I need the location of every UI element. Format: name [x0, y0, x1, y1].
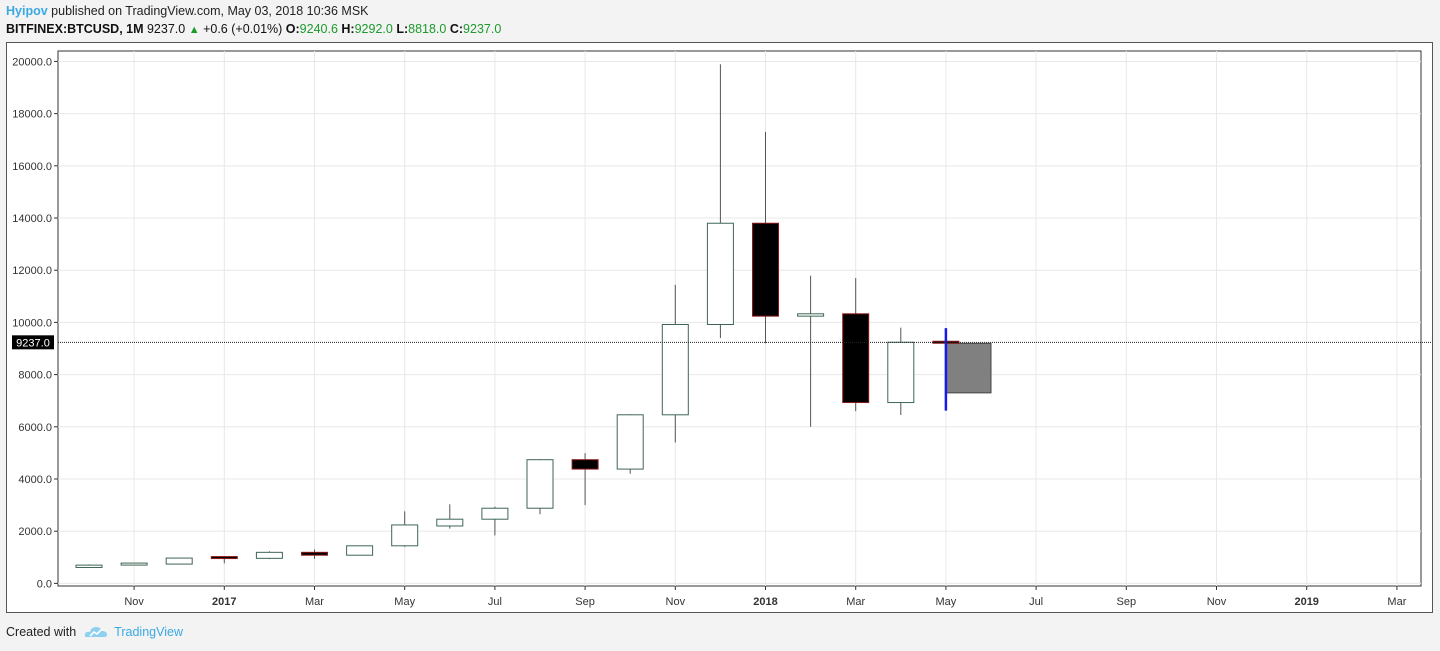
candle-body	[391, 524, 419, 547]
candle-body	[346, 545, 374, 556]
open-value: 9240.6	[299, 22, 338, 36]
projection-box	[945, 342, 992, 394]
candle-body	[301, 551, 328, 556]
candle-body	[526, 459, 554, 509]
last-price-label: 9237.0	[16, 337, 50, 349]
chart-panel[interactable]: 0.0 2000.0 4000.0 6000.0 8000.0 10000.0 12000.…	[6, 42, 1433, 613]
y-tick-label: 4000.0	[18, 474, 52, 486]
price-change: +0.6 (+0.01%)	[203, 22, 283, 36]
footer: Created with TradingView	[6, 625, 183, 639]
x-tick-label: Nov	[124, 596, 144, 608]
candle-body	[210, 556, 238, 560]
candle-body	[616, 414, 644, 470]
candle-body	[752, 222, 779, 317]
x-tick-label: 2017	[212, 596, 236, 608]
candle-body	[120, 562, 148, 566]
x-tick-label: Jul	[1029, 596, 1043, 608]
last-price-badge	[12, 335, 54, 350]
plot-area	[57, 50, 1422, 587]
x-tick-label: Mar	[1387, 596, 1406, 608]
candle-body	[436, 518, 464, 527]
tradingview-link[interactable]: TradingView	[114, 625, 183, 639]
low-value: 8818.0	[408, 22, 447, 36]
x-tick-label: 2019	[1294, 596, 1318, 608]
candlestick-chart[interactable]: 0.0 2000.0 4000.0 6000.0 8000.0 10000.0 12000.…	[7, 43, 1432, 612]
candle-body	[255, 551, 283, 559]
y-tick-label: 8000.0	[18, 370, 52, 382]
x-tick-label: Nov	[1207, 596, 1227, 608]
y-tick-label: 2000.0	[18, 526, 52, 538]
candle-body	[481, 507, 509, 520]
x-tick-label: 2018	[753, 596, 777, 608]
x-tick-label: Jul	[488, 596, 502, 608]
author-link[interactable]: Hyipov	[6, 4, 48, 18]
x-tick-label: Sep	[575, 596, 595, 608]
y-tick-label: 14000.0	[12, 213, 52, 225]
high-value: 9292.0	[354, 22, 393, 36]
published-text: published on TradingView.com, May 03, 20…	[51, 4, 369, 18]
candle-body	[661, 324, 689, 416]
candle-body	[571, 459, 599, 470]
high-label: H:	[341, 22, 355, 36]
y-tick-label: 12000.0	[12, 265, 52, 277]
up-triangle-icon: ▲	[188, 24, 200, 36]
created-with-text: Created with	[6, 625, 77, 639]
y-tick-label: 20000.0	[12, 56, 52, 68]
x-tick-label: May	[936, 596, 957, 608]
low-label: L:	[396, 22, 409, 36]
x-tick-label: Mar	[305, 596, 324, 608]
y-tick-label: 18000.0	[12, 109, 52, 121]
symbol-label: BITFINEX:BTCUSD, 1M	[6, 22, 144, 36]
candle-body	[706, 222, 734, 326]
y-tick-label: 10000.0	[12, 317, 52, 329]
candle-body	[842, 313, 870, 404]
candle-body	[797, 313, 825, 317]
tradingview-cloud-icon[interactable]	[84, 625, 108, 639]
last-price: 9237.0	[146, 22, 186, 36]
close-value: 9237.0	[463, 22, 502, 36]
candle-body	[75, 564, 103, 568]
close-label: C:	[449, 22, 464, 36]
publish-info: Hyipov published on TradingView.com, May…	[6, 4, 369, 18]
y-tick-label: 6000.0	[18, 422, 52, 434]
candle-body	[887, 341, 915, 404]
y-tick-label: 16000.0	[12, 161, 52, 173]
symbol-info: BITFINEX:BTCUSD, 1M 9237.0 ▲ +0.6 (+0.01…	[6, 22, 501, 36]
open-label: O:	[285, 22, 300, 36]
candle-body	[165, 557, 193, 565]
x-tick-label: May	[394, 596, 415, 608]
x-tick-label: Sep	[1117, 596, 1137, 608]
x-tick-label: Nov	[666, 596, 686, 608]
y-tick-label: 0.0	[37, 578, 52, 590]
x-tick-label: Mar	[846, 596, 865, 608]
